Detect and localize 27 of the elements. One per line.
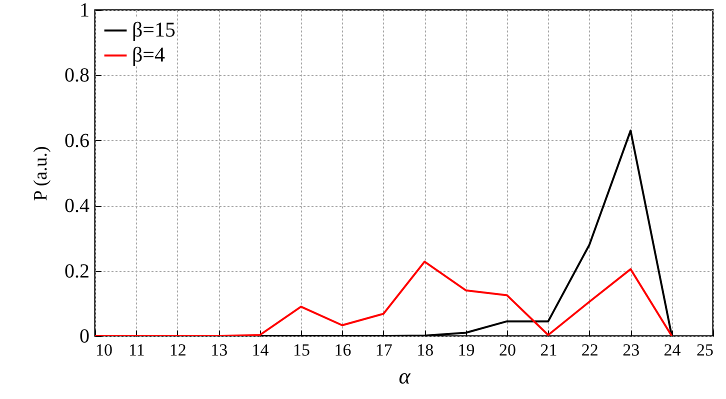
y-tick-label: 1 [80, 0, 90, 22]
x-tick-label: 12 [169, 340, 186, 360]
x-axis-title: α [398, 364, 411, 388]
x-tick-label: 14 [252, 340, 270, 360]
y-tick-label: 0.6 [64, 130, 90, 152]
x-tick-label: 20 [499, 340, 516, 360]
x-tick-label: 24 [664, 340, 682, 360]
x-tick-label: 16 [334, 340, 352, 360]
y-tick-label: 0 [80, 326, 90, 348]
y-axis-title: P (a.u.) [30, 146, 52, 201]
x-tick-label: 23 [622, 340, 640, 360]
x-tick-label: 19 [458, 340, 475, 360]
x-tick-label: 18 [416, 340, 434, 360]
x-tick-label: 17 [375, 340, 393, 360]
x-tick-label: 10 [96, 340, 112, 360]
legend-label: β=15 [132, 18, 176, 42]
y-tick-label: 0.2 [64, 260, 90, 282]
x-tick-label: 15 [293, 340, 310, 360]
x-tick-label: 25 [696, 340, 714, 360]
x-tick-label: 11 [128, 340, 145, 360]
y-tick-label: 0.8 [64, 64, 90, 87]
y-tick-label: 0.4 [64, 195, 90, 218]
x-tick-label: 13 [210, 340, 228, 360]
legend-label: β=4 [132, 42, 166, 66]
x-tick-label: 21 [540, 340, 558, 360]
x-tick-label: 22 [581, 340, 598, 360]
line-series [95, 260, 673, 336]
